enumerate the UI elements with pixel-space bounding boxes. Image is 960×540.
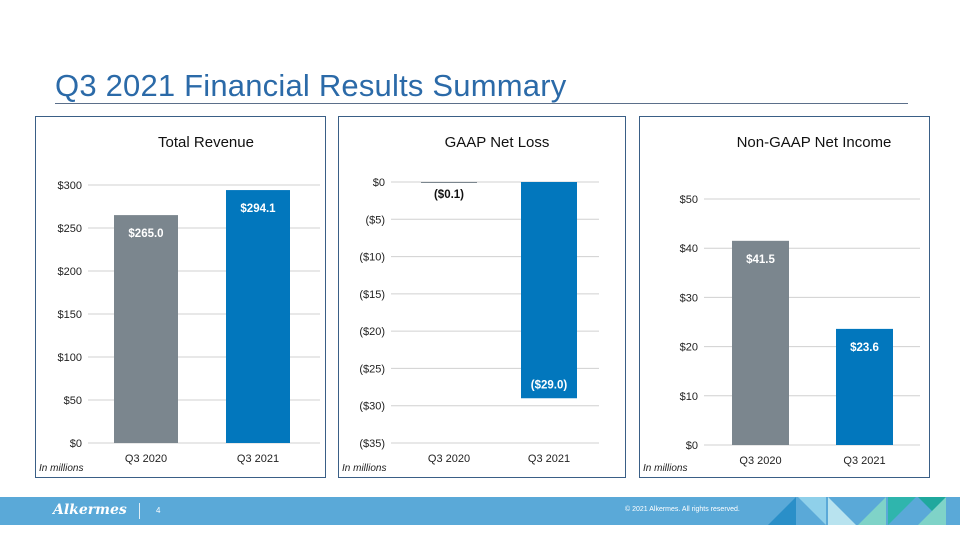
- bar-q3-2021: [521, 182, 577, 399]
- y-tick-label: $10: [680, 391, 698, 403]
- y-tick-label: ($30): [359, 401, 385, 413]
- title-divider: [55, 103, 908, 104]
- y-tick-label: $0: [70, 438, 82, 450]
- y-tick-label: $40: [680, 243, 698, 255]
- non-gaap-net-income-unit-note: In millions: [643, 463, 688, 474]
- footer-decoration: [768, 497, 946, 525]
- chart-title: Non-GAAP Net Income: [737, 134, 892, 151]
- y-tick-label: ($5): [365, 214, 385, 226]
- gaap-net-loss-chart: GAAP Net Loss $0 ($5) ($10) ($15) ($20) ($25) (…: [359, 134, 599, 465]
- non-gaap-net-income-panel: Non-GAAP Net Income $0 $10 $20 $30 $40 $50 $41.…: [639, 116, 930, 478]
- y-tick-label: $150: [58, 309, 82, 321]
- footer-separator: [139, 503, 140, 519]
- bar-q3-2020: [421, 182, 477, 183]
- footer-bar: Alkermes 4 © 2021 Alkermes. All rights r…: [0, 497, 960, 525]
- bar-q3-2021: [226, 190, 290, 443]
- y-tick-label: $0: [373, 177, 385, 189]
- data-label: $41.5: [746, 254, 775, 266]
- gaap-net-loss-unit-note: In millions: [342, 463, 387, 474]
- y-tick-label: $20: [680, 342, 698, 354]
- chart-title: Total Revenue: [158, 134, 254, 151]
- y-tick-label: $0: [686, 440, 698, 452]
- category-label: Q3 2021: [843, 455, 885, 467]
- y-tick-label: ($35): [359, 438, 385, 450]
- category-label: Q3 2021: [528, 453, 570, 465]
- y-tick-label: $30: [680, 292, 698, 304]
- category-label: Q3 2021: [237, 453, 279, 465]
- page-title: Q3 2021 Financial Results Summary: [55, 68, 567, 103]
- chart-title: GAAP Net Loss: [445, 134, 550, 151]
- bar-q3-2021: [836, 328, 893, 445]
- bar-q3-2020: [732, 240, 789, 445]
- y-tick-label: $300: [58, 180, 82, 192]
- total-revenue-chart: Total Revenue $0 $50 $100 $150 $200 $250 $300 $2…: [58, 134, 320, 465]
- page-number: 4: [156, 506, 161, 515]
- data-label: ($29.0): [531, 379, 568, 391]
- data-label: $23.6: [850, 342, 879, 354]
- category-label: Q3 2020: [739, 455, 781, 467]
- y-tick-label: $200: [58, 266, 82, 278]
- y-tick-label: ($15): [359, 289, 385, 301]
- data-label: $294.1: [240, 203, 276, 215]
- data-label: $265.0: [128, 228, 163, 240]
- copyright-notice: © 2021 Alkermes. All rights reserved.: [625, 506, 740, 513]
- alkermes-logo: Alkermes: [53, 502, 127, 518]
- bar-q3-2020: [114, 215, 178, 443]
- total-revenue-panel: Total Revenue $0 $50 $100 $150 $200 $250 $300 $2…: [35, 116, 326, 478]
- category-label: Q3 2020: [125, 453, 167, 465]
- y-tick-label: $50: [680, 194, 698, 206]
- y-tick-label: ($25): [359, 363, 385, 375]
- total-revenue-unit-note: In millions: [39, 463, 84, 474]
- category-label: Q3 2020: [428, 453, 470, 465]
- y-tick-label: $250: [58, 223, 82, 235]
- gaap-net-loss-panel: GAAP Net Loss $0 ($5) ($10) ($15) ($20) ($25) (…: [338, 116, 626, 478]
- data-label: ($0.1): [434, 189, 464, 201]
- non-gaap-net-income-chart: Non-GAAP Net Income $0 $10 $20 $30 $40 $50 $41.…: [680, 134, 920, 467]
- y-tick-label: ($20): [359, 326, 385, 338]
- y-tick-label: $100: [58, 352, 82, 364]
- y-tick-label: ($10): [359, 252, 385, 264]
- y-tick-label: $50: [64, 395, 82, 407]
